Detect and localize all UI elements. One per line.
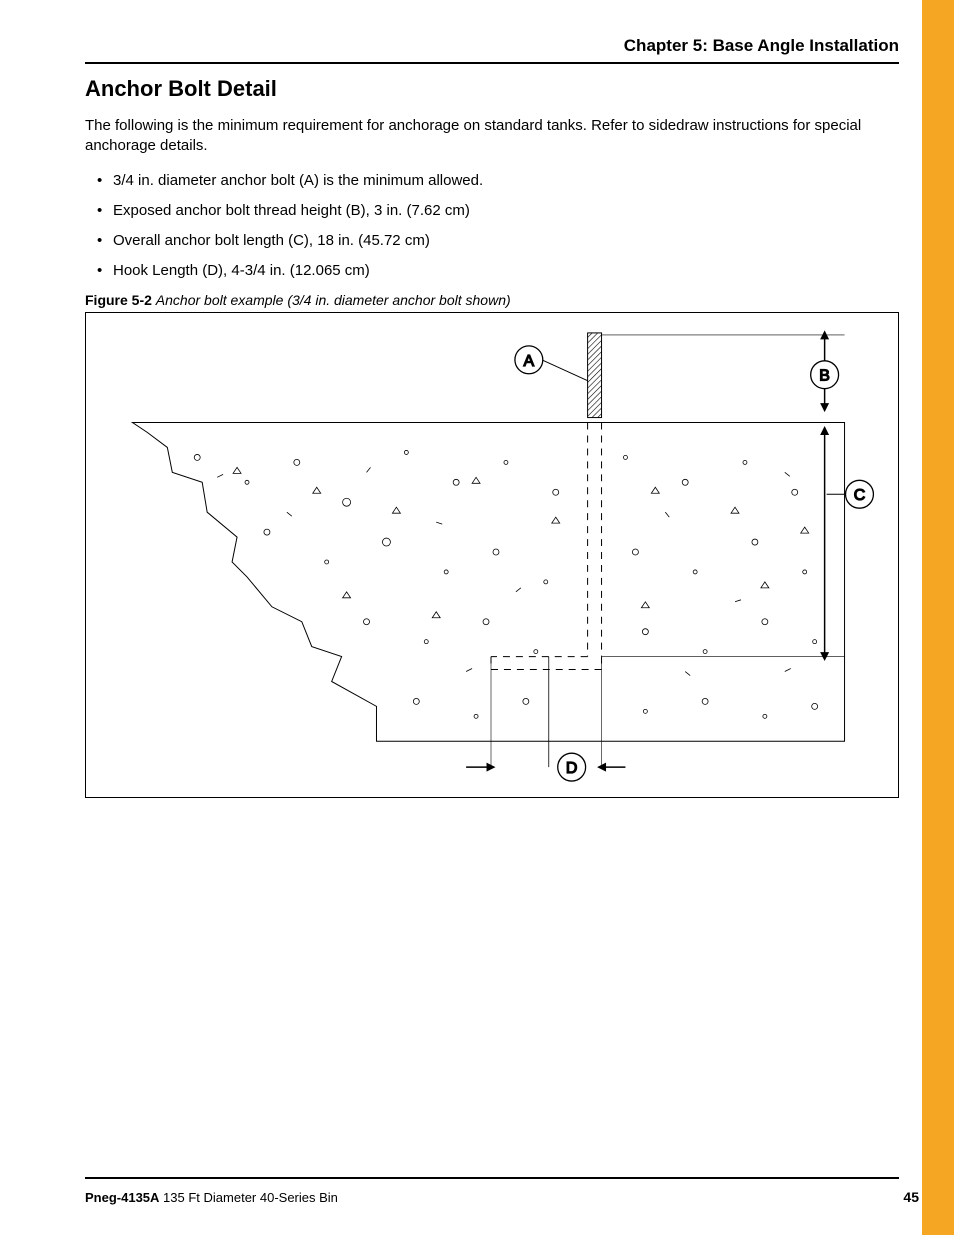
page-content: Chapter 5: Base Angle Installation Ancho… — [85, 36, 899, 798]
footer-rule — [85, 1177, 899, 1179]
figure-caption: Figure 5-2 Anchor bolt example (3/4 in. … — [85, 292, 899, 308]
bullet-list: 3/4 in. diameter anchor bolt (A) is the … — [85, 171, 899, 282]
bullet-item: Hook Length (D), 4-3/4 in. (12.065 cm) — [113, 261, 899, 281]
figure-box: A B C D — [85, 312, 899, 798]
accent-sidebar — [922, 0, 954, 1235]
page-number: 45 — [903, 1189, 919, 1205]
figure-desc: Anchor bolt example (3/4 in. diameter an… — [156, 292, 511, 308]
bullet-item: 3/4 in. diameter anchor bolt (A) is the … — [113, 171, 899, 191]
figure-label: Figure 5-2 — [85, 292, 152, 308]
callout-a: A — [524, 352, 535, 369]
doc-title: 135 Ft Diameter 40-Series Bin — [163, 1190, 338, 1205]
chapter-header: Chapter 5: Base Angle Installation — [85, 36, 899, 64]
anchor-bolt-diagram: A B C D — [86, 313, 898, 797]
callout-d: D — [566, 760, 578, 777]
callout-c: C — [854, 487, 866, 504]
footer: Pneg-4135A 135 Ft Diameter 40-Series Bin… — [85, 1189, 899, 1205]
doc-id: Pneg-4135A — [85, 1190, 159, 1205]
bullet-item: Overall anchor bolt length (C), 18 in. (… — [113, 231, 899, 251]
footer-left: Pneg-4135A 135 Ft Diameter 40-Series Bin — [85, 1190, 338, 1205]
bullet-item: Exposed anchor bolt thread height (B), 3… — [113, 201, 899, 221]
callout-b: B — [819, 367, 830, 384]
section-intro: The following is the minimum requirement… — [85, 116, 899, 157]
section-title: Anchor Bolt Detail — [85, 76, 899, 102]
